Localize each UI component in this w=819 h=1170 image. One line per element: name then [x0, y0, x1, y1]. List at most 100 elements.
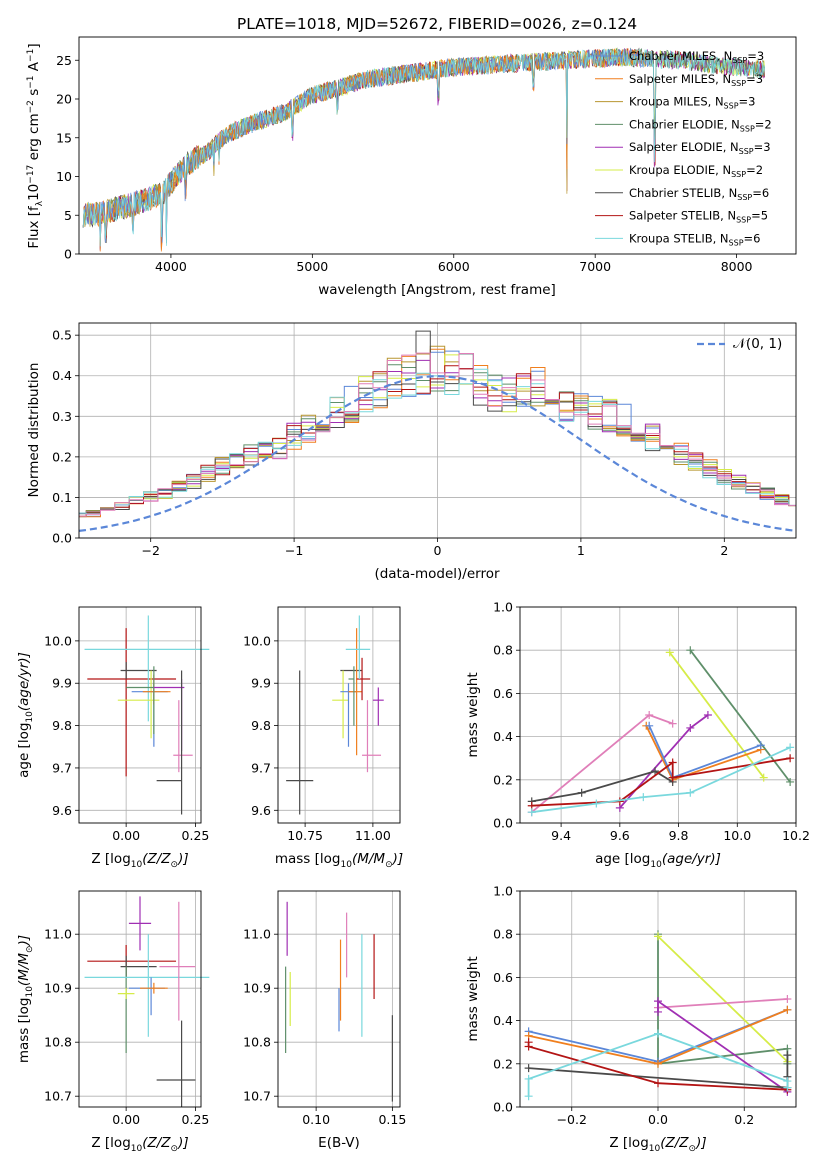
weight-point-marker: [686, 723, 695, 732]
x-axis-label: Z [log10(Z/Z⊙)]: [91, 851, 188, 870]
histogram-series-step: [79, 352, 796, 517]
legend-label: Kroupa MILES, NSSP=3: [629, 95, 755, 111]
legend-sub: SSP: [731, 170, 746, 179]
y-tick-label: 0.2: [52, 449, 72, 464]
figure-title: PLATE=1018, MJD=52672, FIBERID=0026, z=0…: [237, 15, 637, 33]
y-tick-label: 5: [64, 208, 72, 223]
legend-name: Salpeter STELIB, N: [629, 209, 736, 223]
x-tick-label: 0: [434, 543, 442, 558]
weight-point-marker: [703, 711, 712, 719]
weight-point-marker: [786, 743, 795, 752]
x-tick-label: 0.10: [302, 1112, 330, 1127]
label-part: ⊙: [25, 945, 35, 953]
weight-point-marker: [756, 741, 765, 750]
weight-series-line: [657, 935, 789, 1063]
y-tick-label: 0.6: [493, 970, 513, 985]
x-tick-label: 1: [577, 543, 585, 558]
y-tick-label: 0.3: [52, 409, 72, 424]
y-tick-label: 9.6: [52, 803, 72, 818]
y-tick-label: 10.9: [243, 981, 271, 996]
label-part: (age/yr)]: [662, 851, 721, 867]
mass-weight-vs-metallicity-panel: −0.2 0.0 0.2 0.0 0.2 0.4 0.6 0.8 1.0 Z [log10(Z/Z…: [465, 884, 797, 1154]
residuals-panel: −2 −1 0 1 2 0.0 0.1 0.2 0.3 0.4 0.5 (data-model)/er…: [26, 322, 797, 582]
weight-point-marker: [654, 932, 662, 941]
weight-point-marker: [783, 1051, 792, 1060]
histogram-series-step: [79, 365, 796, 517]
label-part: (M/M: [352, 851, 385, 867]
legend-sub: SSP: [732, 56, 747, 65]
legend-name: Kroupa MILES, N: [629, 95, 724, 109]
x-tick-label: 10.2: [782, 828, 810, 843]
label-part: )]: [177, 1135, 189, 1151]
label-part: Z [log: [609, 1135, 648, 1151]
label-part: ⊙: [689, 1144, 697, 1154]
legend-label: Salpeter STELIB, NSSP=5: [629, 209, 768, 225]
y-tick-label: 0.0: [493, 1100, 513, 1115]
x-axis-label: mass [log10(M/M⊙)]: [275, 851, 403, 870]
label-part: )]: [177, 851, 189, 867]
x-axis-label: E(B-V): [318, 1135, 360, 1151]
y-tick-label: 9.9: [52, 676, 72, 691]
weight-point-marker: [665, 648, 674, 657]
weight-point-marker: [783, 1083, 792, 1092]
label-part: Z [log: [91, 1135, 130, 1151]
y-tick-label: 0.4: [52, 368, 72, 383]
legend-label: Chabrier MILES, NSSP=3: [629, 49, 764, 65]
label-part: ⊙: [171, 860, 179, 870]
weight-series-line: [531, 770, 674, 803]
x-tick-label: 5000: [296, 259, 328, 274]
weight-point-marker: [654, 1007, 662, 1016]
y-tick-label: 9.6: [251, 803, 271, 818]
y-tick-label: 10.9: [44, 981, 72, 996]
legend-value: =3: [746, 72, 763, 86]
x-axis-label: Z [log10(Z/Z⊙)]: [91, 1135, 188, 1154]
label-part: age [log: [16, 723, 32, 778]
label-part: −1: [26, 75, 36, 88]
weight-point-marker: [783, 1005, 792, 1014]
weight-point-marker: [668, 719, 677, 728]
legend-sub: SSP: [739, 147, 754, 156]
y-tick-label: 25: [56, 53, 72, 68]
legend-value: =2: [755, 117, 772, 131]
weight-point-marker: [645, 721, 654, 730]
weight-point-marker: [783, 995, 792, 1003]
x-axis-label: (data-model)/error: [374, 566, 500, 582]
label-part: Z [log: [91, 851, 130, 867]
weight-point-marker: [654, 1029, 662, 1038]
label-part: (M/M: [16, 953, 32, 986]
legend-value: =3: [754, 140, 771, 154]
y-tick-label: 0.1: [52, 490, 72, 505]
weight-point-marker: [654, 1059, 662, 1068]
axes-frame: [519, 890, 797, 1108]
label-part: 10: [131, 860, 143, 870]
weight-series-line: [689, 649, 791, 783]
y-axis-label: Normed distribution: [26, 363, 42, 498]
weight-point-marker: [786, 754, 795, 763]
legend-value: =5: [751, 209, 768, 223]
x-tick-label: 0.2: [734, 1112, 754, 1127]
legend-label: Salpeter ELODIE, NSSP=3: [629, 140, 771, 156]
legend-value: =3: [739, 95, 756, 109]
y-tick-label: 11.0: [44, 927, 72, 942]
y-tick-label: 0.8: [493, 643, 513, 658]
y-tick-label: 10.8: [44, 1035, 72, 1050]
legend-value: =2: [746, 163, 763, 177]
label-part: )]: [16, 935, 32, 947]
y-tick-label: 0.4: [493, 1013, 513, 1028]
age-vs-mass-panel: 10.75 11.00 9.6 9.7 9.8 9.9 10.0 mass [log10(M/…: [243, 606, 403, 870]
label-part: 10: [25, 986, 35, 998]
legend-label: Chabrier ELODIE, NSSP=2: [629, 117, 772, 133]
label-part: −2: [26, 100, 36, 113]
legend-name: Chabrier MILES, N: [629, 49, 732, 63]
mass-weight-vs-age-panel: 9.4 9.6 9.8 10.0 10.2 0.0 0.2 0.4 0.6 0.8 1.0 age […: [465, 600, 810, 871]
weight-series-line: [657, 998, 788, 1009]
weight-point-marker: [577, 788, 586, 797]
label-part: −17: [26, 165, 36, 184]
y-tick-label: 15: [56, 130, 72, 145]
legend-sub: SSP: [737, 193, 752, 202]
weight-point-marker: [686, 788, 695, 797]
x-tick-label: −2: [141, 543, 159, 558]
y-tick-label: 0.2: [493, 1056, 513, 1071]
